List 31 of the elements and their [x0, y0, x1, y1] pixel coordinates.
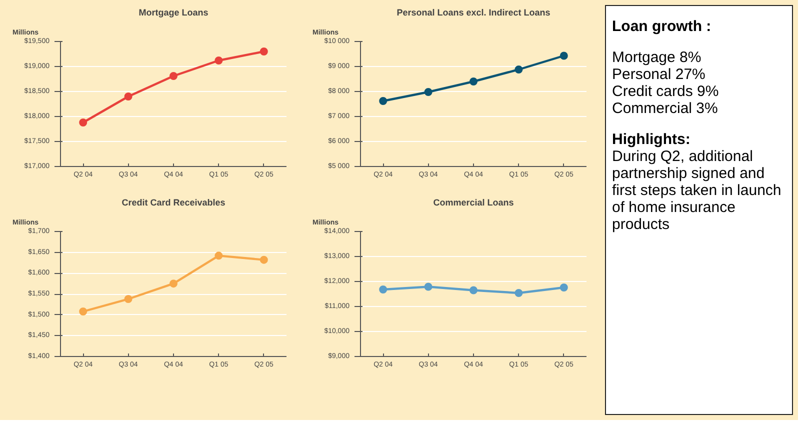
- text: Personal 27%: [612, 66, 706, 83]
- chart-title: Personal Loans excl. Indirect Loans: [396, 8, 550, 18]
- point: [124, 295, 132, 303]
- point: [470, 286, 478, 294]
- point: [470, 78, 478, 86]
- chart-title: Credit Card Receivables: [122, 198, 226, 208]
- point: [514, 289, 523, 297]
- chart-title: Commercial Loans: [433, 198, 514, 208]
- text: Mortgage 8%: [612, 49, 702, 66]
- point: [170, 280, 178, 288]
- point: [560, 52, 568, 60]
- text: During Q2, additional partnership signed and first steps taken in launch of home insurance products: [612, 148, 782, 233]
- text: Loan growth :: [612, 18, 712, 35]
- point: [214, 56, 223, 64]
- point: [424, 282, 432, 291]
- point: [379, 97, 388, 105]
- text: Highlights:: [612, 131, 692, 148]
- point: [170, 72, 178, 80]
- text: Credit cards 9%: [612, 83, 720, 100]
- point: [124, 92, 132, 100]
- text: Commercial 3%: [612, 100, 719, 117]
- point: [514, 66, 523, 74]
- point: [79, 308, 88, 316]
- point: [79, 118, 88, 126]
- point: [379, 286, 388, 294]
- point: [260, 256, 268, 264]
- point: [560, 284, 568, 292]
- point: [424, 88, 432, 96]
- point: [214, 252, 223, 260]
- point: [260, 48, 268, 56]
- chart-title: Mortgage Loans: [138, 8, 208, 18]
